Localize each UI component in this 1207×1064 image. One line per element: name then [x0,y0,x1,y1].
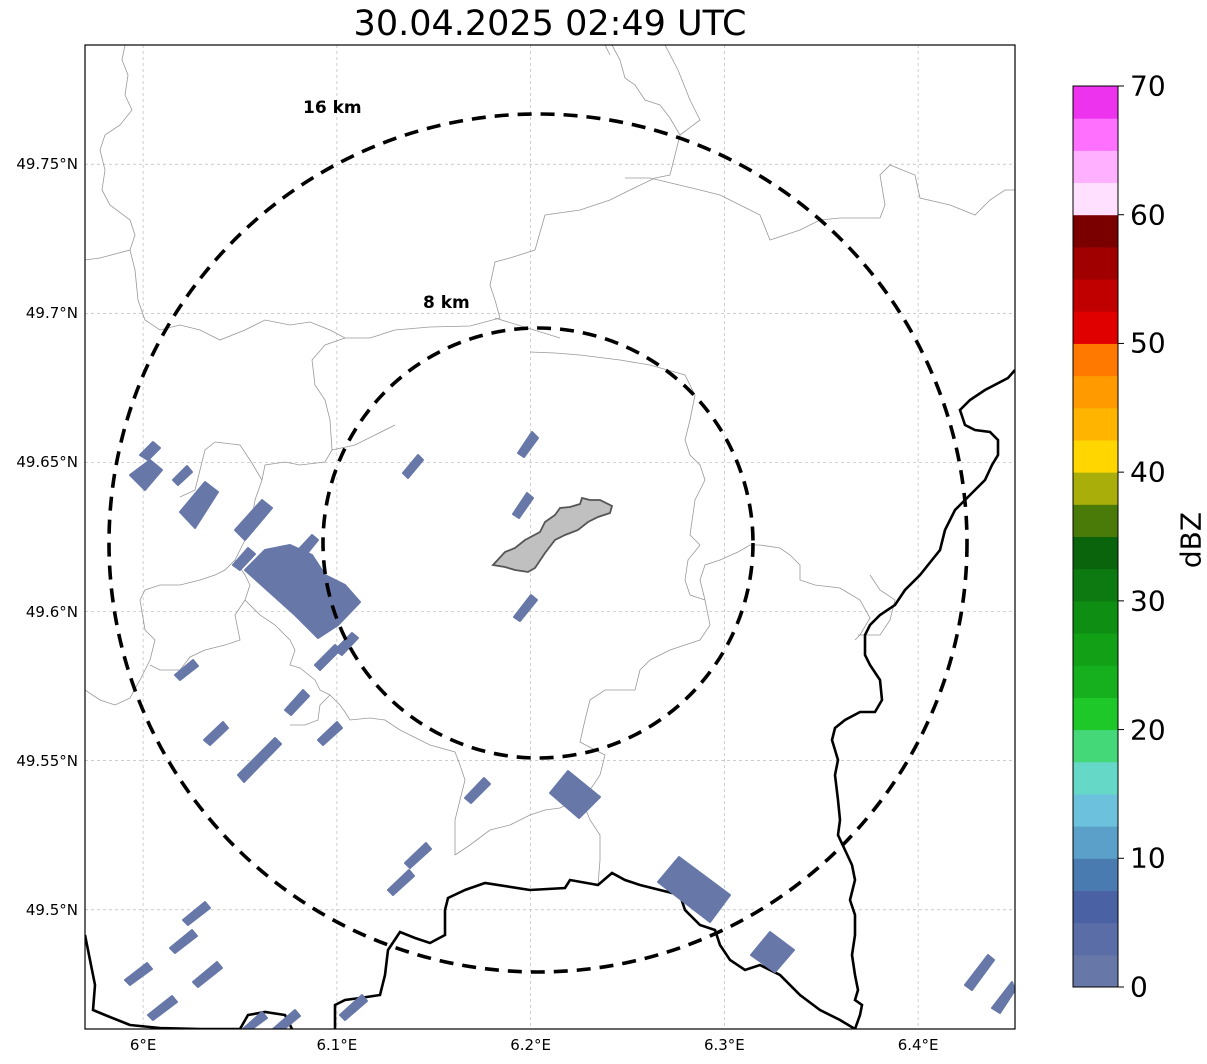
lat-label-0: 49.75°N [16,155,78,174]
echo-cell-26 [169,929,198,954]
colorbar-cell-9 [1073,665,1118,698]
colorbar-tick-label-7: 70 [1130,69,1166,103]
colorbar-cell-3 [1073,858,1118,891]
echo-cell-3 [179,481,219,529]
range-ring-label-16km: 16 km [303,98,362,118]
colorbar-cell-14 [1073,504,1118,537]
echo-cell-15 [402,454,424,479]
colorbar-label: dBZ [1174,511,1207,569]
echo-cell-5 [232,547,256,571]
echo-cell-30 [242,1011,268,1029]
colorbar-cell-19 [1073,343,1118,377]
echo-cell-31 [272,1009,301,1029]
range-rings [107,112,969,974]
echo-cell-19 [464,777,491,804]
colorbar-tick-label-4: 40 [1130,455,1166,489]
colorbar-cell-5 [1073,793,1118,827]
echo-cell-18 [513,594,538,622]
echo-cell-11 [237,737,282,783]
echo-cell-6 [244,544,361,639]
colorbar-tick-marks [1118,85,1124,988]
echo-cell-20 [549,770,601,819]
echo-cell-21 [387,869,415,896]
colorbar-cell-6 [1073,761,1118,795]
city-area [491,496,614,573]
colorbar-cell-2 [1073,890,1118,924]
colorbar-cell-18 [1073,375,1118,409]
echo-cell-1 [139,441,161,461]
lat-label-4: 49.55°N [16,751,78,770]
echo-cell-0 [129,459,163,491]
colorbar-cell-21 [1073,279,1118,312]
colorbar-tick-label-3: 30 [1130,584,1166,618]
commune-boundaries [85,45,1015,886]
lat-label-1: 49.7°N [25,304,78,323]
colorbar-tick-label-2: 20 [1130,713,1166,747]
echo-cell-29 [147,995,178,1021]
colorbar-cell-23 [1073,214,1118,248]
echo-cell-16 [517,431,539,458]
lon-label-4: 6.4°E [897,1036,939,1054]
echo-cell-28 [124,962,153,986]
lat-label-3: 49.6°N [25,602,78,621]
lon-label-3: 6.3°E [703,1036,745,1054]
colorbar-tick-label-6: 60 [1130,198,1166,232]
map-frame [84,44,1016,1030]
map-title: 30.04.2025 02:49 UTC [353,4,747,44]
colorbar-frame [1072,85,1119,988]
colorbar-cell-27 [1073,86,1118,119]
range-ring-8km [321,326,755,760]
echo-cell-25 [182,901,211,926]
colorbar-cell-25 [1073,150,1118,184]
lon-label-2: 6.2°E [510,1036,552,1054]
colorbar-cell-24 [1073,182,1118,216]
colorbar-cell-4 [1073,826,1118,859]
echo-cell-23 [657,856,731,923]
echo-cell-10 [284,689,310,716]
colorbar-cell-22 [1073,246,1118,280]
colorbar-cell-12 [1073,568,1118,602]
colorbar-cells [1073,86,1118,988]
echo-cell-32 [339,994,368,1021]
lat-label-2: 49.65°N [16,453,78,472]
colorbar-cell-0 [1073,954,1118,988]
echo-cell-14 [317,721,343,746]
colorbar-cell-10 [1073,633,1118,666]
lon-label-1: 6.1°E [316,1036,358,1054]
colorbar-cell-20 [1073,311,1118,344]
colorbar-tick-label-1: 10 [1130,841,1166,875]
colorbar-cell-16 [1073,439,1118,473]
echo-cell-8 [174,659,199,681]
colorbar-cell-11 [1073,600,1118,634]
gridlines [85,45,1015,1029]
echo-cell-34 [991,981,1015,1014]
colorbar-tick-label-5: 50 [1130,326,1166,360]
lon-label-0: 6°E [129,1036,157,1054]
colorbar-tick-label-0: 0 [1130,970,1148,1004]
echo-cell-24 [750,931,795,973]
echo-cell-33 [964,954,995,991]
echo-cells [124,431,1015,1029]
colorbar-cell-13 [1073,536,1118,570]
echo-cell-4 [234,499,273,541]
echo-cell-27 [192,961,223,988]
echo-cell-22 [404,842,432,869]
colorbar-cell-26 [1073,118,1118,151]
lat-label-5: 49.5°N [25,900,78,919]
echo-cell-17 [512,492,534,519]
echo-cell-7 [297,534,319,557]
echo-cell-9 [203,721,229,746]
echo-cell-2 [172,465,193,486]
range-ring-label-8km: 8 km [423,293,470,313]
range-ring-16km [107,112,969,974]
colorbar-cell-17 [1073,407,1118,441]
colorbar-cell-1 [1073,922,1118,956]
colorbar-cell-15 [1073,472,1118,505]
colorbar-cell-7 [1073,729,1118,763]
colorbar-cell-8 [1073,697,1118,731]
